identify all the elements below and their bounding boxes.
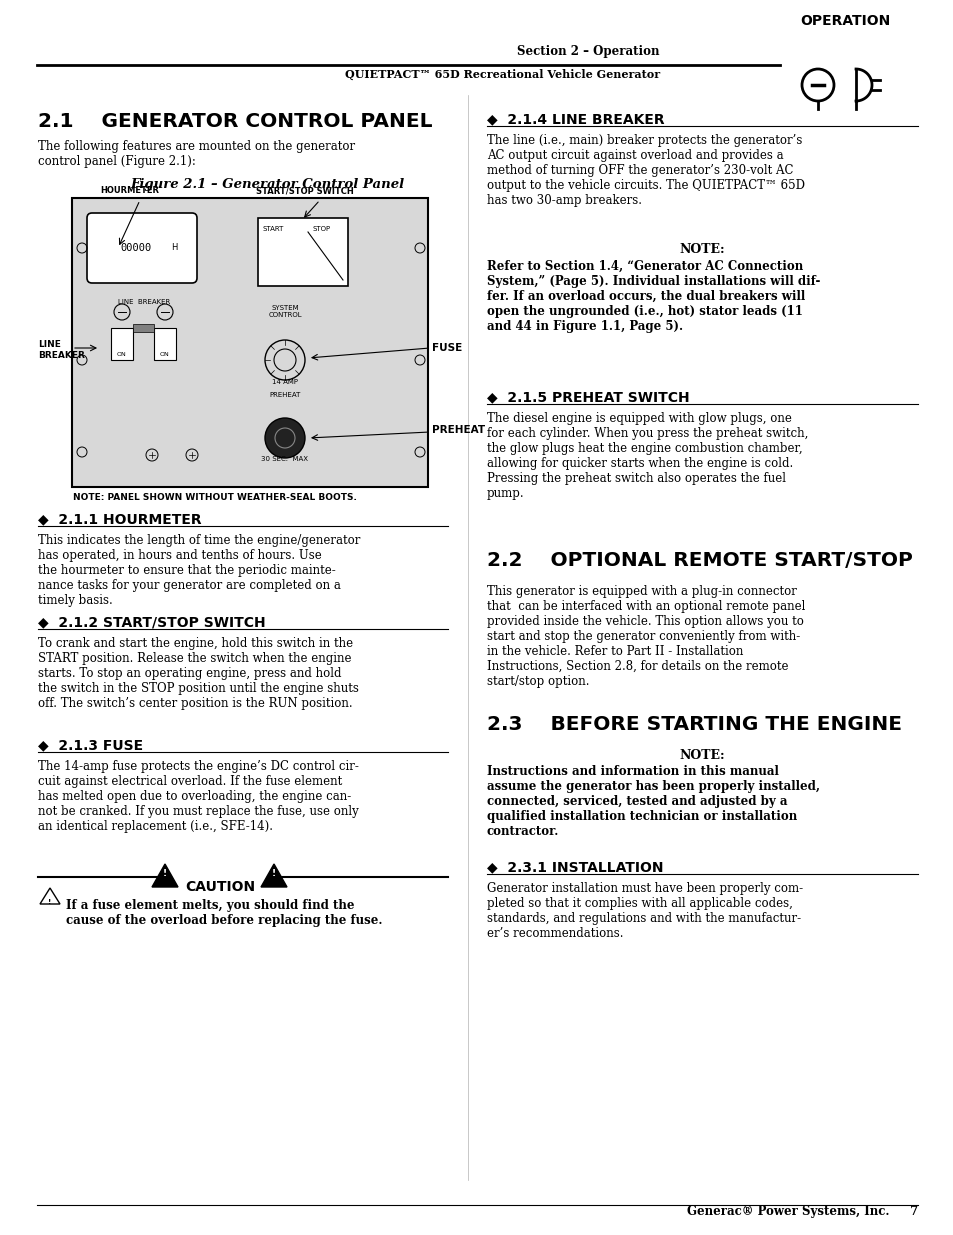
Text: 2.3    BEFORE STARTING THE ENGINE: 2.3 BEFORE STARTING THE ENGINE [486, 715, 901, 734]
Bar [111, 329, 132, 359]
Text: 2.1    GENERATOR CONTROL PANEL: 2.1 GENERATOR CONTROL PANEL [38, 112, 432, 131]
Text: 14 AMP: 14 AMP [272, 379, 297, 385]
Text: This indicates the length of time the engine/generator
has operated, in hours an: This indicates the length of time the en… [38, 534, 360, 606]
Text: CAUTION: CAUTION [185, 881, 254, 894]
Bar [71, 198, 428, 487]
Text: QUIETPACT™ 65D Recreational Vehicle Generator: QUIETPACT™ 65D Recreational Vehicle Gene… [345, 69, 659, 80]
Text: SYSTEM
CONTROL: SYSTEM CONTROL [268, 305, 301, 317]
Text: Section 2 – Operation: Section 2 – Operation [517, 44, 659, 58]
Text: HOURMETER: HOURMETER [100, 186, 159, 195]
Bar [132, 324, 153, 332]
Text: The diesel engine is equipped with glow plugs, one
for each cylinder. When you p: The diesel engine is equipped with glow … [486, 412, 807, 500]
Text: START/STOP SWITCH: START/STOP SWITCH [255, 186, 354, 195]
Text: Generac® Power Systems, Inc.     7: Generac® Power Systems, Inc. 7 [686, 1205, 917, 1218]
Text: OPERATION: OPERATION [800, 14, 889, 28]
Text: LINE
BREAKER: LINE BREAKER [38, 341, 85, 359]
Text: ON: ON [160, 352, 170, 357]
Text: Refer to Section 1.4, “Generator AC Connection
System,” (Page 5). Individual ins: Refer to Section 1.4, “Generator AC Conn… [486, 261, 820, 333]
Text: START: START [263, 226, 284, 232]
Text: The line (i.e., main) breaker protects the generator’s
AC output circuit against: The line (i.e., main) breaker protects t… [486, 135, 804, 207]
Text: ◆  2.3.1 INSTALLATION: ◆ 2.3.1 INSTALLATION [486, 860, 662, 874]
Text: NOTE:: NOTE: [679, 243, 724, 256]
Text: ◆  2.1.3 FUSE: ◆ 2.1.3 FUSE [38, 739, 143, 752]
Text: FUSE: FUSE [432, 343, 462, 353]
Text: The following features are mounted on the generator
control panel (Figure 2.1):: The following features are mounted on th… [38, 140, 355, 168]
FancyBboxPatch shape [87, 212, 196, 283]
Text: ON: ON [117, 352, 127, 357]
Text: PREHEAT: PREHEAT [269, 391, 300, 398]
Polygon shape [261, 864, 287, 887]
Polygon shape [40, 888, 60, 904]
Text: !: ! [272, 868, 275, 878]
Circle shape [265, 417, 305, 458]
Text: ◆  2.1.5 PREHEAT SWITCH: ◆ 2.1.5 PREHEAT SWITCH [486, 390, 689, 404]
Text: NOTE: PANEL SHOWN WITHOUT WEATHER-SEAL BOOTS.: NOTE: PANEL SHOWN WITHOUT WEATHER-SEAL B… [73, 493, 356, 501]
Text: ◆  2.1.2 START/STOP SWITCH: ◆ 2.1.2 START/STOP SWITCH [38, 615, 265, 629]
Bar [153, 329, 175, 359]
Text: 00000: 00000 [120, 243, 152, 253]
Bar [257, 219, 348, 287]
Text: STOP: STOP [313, 226, 331, 232]
Text: To crank and start the engine, hold this switch in the
START position. Release t: To crank and start the engine, hold this… [38, 637, 358, 710]
Text: H: H [171, 243, 177, 252]
Polygon shape [152, 864, 178, 887]
Text: If a fuse element melts, you should find the
cause of the overload before replac: If a fuse element melts, you should find… [66, 899, 382, 927]
Text: ◆  2.1.1 HOURMETER: ◆ 2.1.1 HOURMETER [38, 513, 201, 526]
Text: Generator installation must have been properly com-
pleted so that it complies w: Generator installation must have been pr… [486, 882, 802, 940]
Text: 30 SEC.  MAX: 30 SEC. MAX [261, 456, 308, 462]
Text: NOTE:: NOTE: [679, 748, 724, 762]
Text: 2.2    OPTIONAL REMOTE START/STOP: 2.2 OPTIONAL REMOTE START/STOP [486, 551, 912, 571]
Text: PREHEAT: PREHEAT [432, 425, 485, 435]
Text: !: ! [163, 868, 167, 878]
Text: This generator is equipped with a plug-in connector
that  can be interfaced with: This generator is equipped with a plug-i… [486, 585, 804, 688]
Text: ◆  2.1.4 LINE BREAKER: ◆ 2.1.4 LINE BREAKER [486, 112, 664, 126]
Text: The 14-amp fuse protects the engine’s DC control cir-
cuit against electrical ov: The 14-amp fuse protects the engine’s DC… [38, 760, 358, 832]
Text: !: ! [49, 899, 51, 905]
Text: Instructions and information in this manual
assume the generator has been proper: Instructions and information in this man… [486, 764, 820, 839]
Text: Figure 2.1 – Generator Control Panel: Figure 2.1 – Generator Control Panel [130, 178, 404, 191]
Text: LINE  BREAKER: LINE BREAKER [118, 299, 170, 305]
